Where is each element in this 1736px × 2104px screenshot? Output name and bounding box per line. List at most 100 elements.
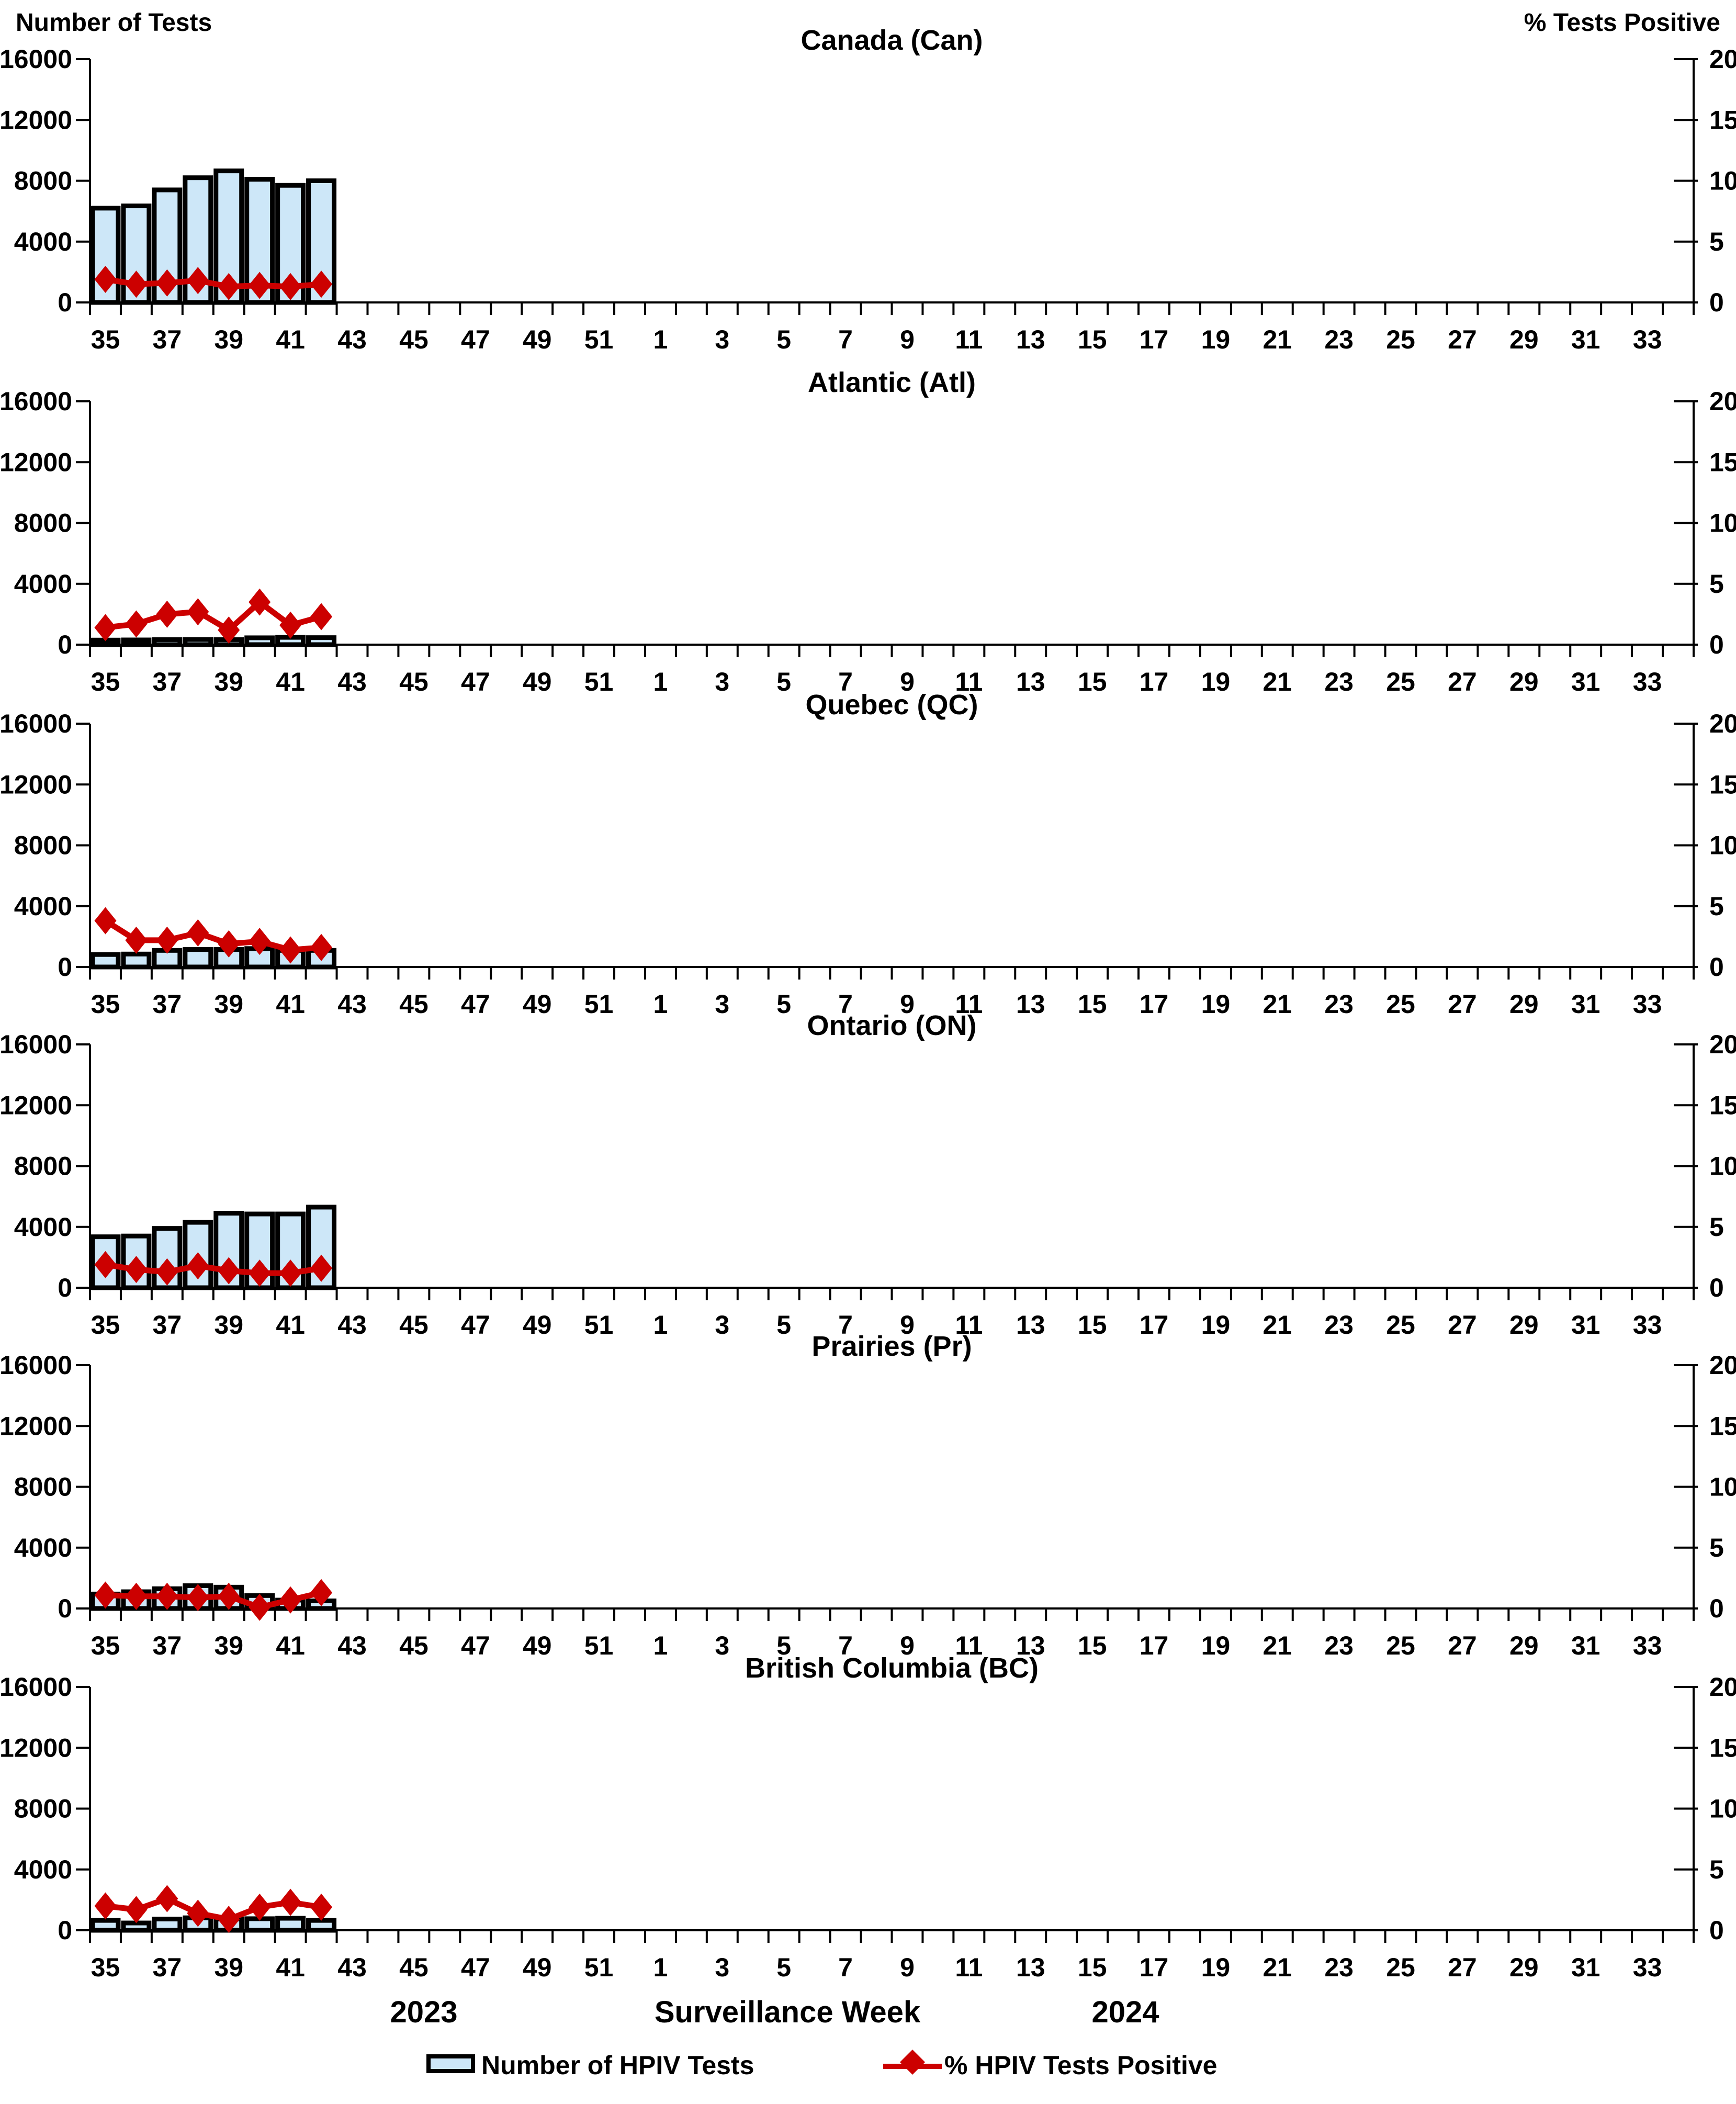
left-axis-tick-label: 8000 (14, 1152, 72, 1181)
x-axis-week-label: 17 (1140, 1631, 1169, 1660)
x-axis-week-label: 17 (1140, 1310, 1169, 1340)
bar-week-37 (152, 1916, 183, 1933)
panel-atlantic-atl-: Atlantic (Atl)04000800012000160000510152… (0, 367, 1736, 696)
x-axis-week-label: 3 (715, 1631, 729, 1660)
diamond-marker-week-39 (218, 1906, 240, 1933)
x-axis-week-label: 45 (399, 989, 429, 1019)
x-axis-week-label: 25 (1386, 325, 1415, 354)
x-axis-week-label: 9 (900, 1953, 915, 1982)
right-axis-tick-label: 0 (1709, 1594, 1724, 1623)
x-axis-week-label: 43 (337, 1953, 367, 1982)
x-axis-week-label: 31 (1571, 989, 1600, 1019)
x-axis-week-label: 5 (776, 1631, 791, 1660)
right-axis-tick-label: 10 (1709, 1152, 1736, 1181)
right-axis-tick-label: 15 (1709, 1090, 1736, 1120)
diamond-marker-week-39 (218, 616, 240, 644)
x-axis-week-label: 41 (276, 1631, 305, 1660)
x-axis-week-label: 33 (1633, 1631, 1662, 1660)
x-axis-week-label: 37 (153, 1310, 182, 1340)
x-axis-week-label: 29 (1509, 667, 1539, 696)
x-axis-week-label: 51 (584, 667, 614, 696)
x-axis-week-label: 39 (214, 989, 243, 1019)
x-axis-week-label: 15 (1078, 1631, 1107, 1660)
x-axis-week-label: 43 (337, 325, 367, 354)
x-axis-week-label: 9 (900, 325, 915, 354)
diamond-marker-week-37 (156, 1258, 178, 1286)
x-axis-week-label: 1 (653, 667, 668, 696)
x-axis-week-label: 5 (776, 989, 791, 1019)
diamond-marker-week-39 (218, 1582, 240, 1610)
right-axis-tick-label: 20 (1709, 387, 1736, 416)
left-axis-tick-label: 12000 (0, 1733, 72, 1762)
x-axis-week-label: 31 (1571, 1953, 1600, 1982)
x-axis-week-label: 1 (653, 1631, 668, 1660)
x-axis-week-label: 35 (91, 1631, 120, 1660)
left-axis-tick-label: 16000 (0, 1672, 72, 1702)
left-axis-tick-label: 0 (58, 1273, 72, 1302)
x-axis-week-label: 47 (461, 989, 490, 1019)
x-axis-week-label: 1 (653, 989, 668, 1019)
panel-prairies-pr-: Prairies (Pr)040008000120001600005101520… (0, 1331, 1736, 1660)
diamond-marker-week-39 (218, 1257, 240, 1285)
panel-canada-can-: Canada (Can)0400080001200016000051015203… (0, 25, 1736, 354)
x-axis-week-label: 21 (1262, 667, 1292, 696)
x-axis-week-label: 43 (337, 1310, 367, 1340)
right-axis-tick-label: 5 (1709, 1212, 1724, 1242)
left-axis-tick-label: 4000 (14, 1212, 72, 1242)
x-axis-week-label: 27 (1448, 1631, 1477, 1660)
right-axis-tick-label: 5 (1709, 569, 1724, 599)
x-axis-week-label: 7 (838, 325, 853, 354)
x-axis-week-label: 51 (584, 325, 614, 354)
x-axis-week-label: 45 (399, 1631, 429, 1660)
bar-week-39 (213, 1211, 244, 1290)
diamond-marker-week-39 (218, 930, 240, 958)
diamond-marker-week-41 (279, 1259, 302, 1287)
panel-british-columbia-bc-: British Columbia (BC) 0 4000 8000 12000 16000… (0, 1652, 1736, 1982)
bar-week-40 (244, 635, 275, 647)
panel-title: Quebec (QC) (805, 689, 978, 721)
right-axis-tick-label: 0 (1709, 288, 1724, 317)
diamond-marker-week-41 (279, 273, 302, 300)
x-axis-week-label: 17 (1140, 325, 1169, 354)
bar-week-37 (152, 637, 183, 647)
x-axis-week-label: 29 (1509, 1953, 1539, 1982)
panel-quebec-qc-: Quebec (QC)04000800012000160000510152035… (0, 689, 1736, 1019)
x-axis-week-label: 3 (715, 325, 729, 354)
x-axis-week-label: 21 (1262, 1310, 1292, 1340)
diamond-marker-week-38 (187, 598, 209, 626)
x-axis-week-label: 19 (1201, 325, 1231, 354)
left-axis-tick-label: 12000 (0, 105, 72, 134)
x-axis-week-label: 41 (276, 667, 305, 696)
x-axis-week-label: 39 (214, 325, 243, 354)
bar-week-36 (121, 1920, 152, 1933)
diamond-marker-week-37 (156, 926, 178, 954)
bar-week-36 (121, 637, 152, 647)
left-axis-tick-label: 4000 (14, 569, 72, 599)
x-axis-week-label: 13 (1016, 1310, 1045, 1340)
x-axis-week-label: 11 (955, 667, 983, 696)
x-axis-week-label: 23 (1324, 667, 1354, 696)
x-axis-week-label: 3 (715, 989, 729, 1019)
bar-week-38 (183, 637, 213, 647)
right-axis-tick-label: 20 (1709, 44, 1736, 74)
x-axis-week-label: 17 (1140, 1953, 1169, 1982)
x-axis-week-label: 15 (1078, 325, 1107, 354)
x-axis-week-label: 9 (900, 1631, 915, 1660)
x-axis-week-label: 31 (1571, 1310, 1600, 1340)
x-axis-week-label: 17 (1140, 667, 1169, 696)
diamond-marker-week-41 (279, 1888, 302, 1916)
x-axis-week-label: 19 (1201, 989, 1231, 1019)
left-axis-tick-label: 12000 (0, 1090, 72, 1120)
x-axis-week-label: 49 (523, 1631, 552, 1660)
left-axis-tick-label: 4000 (14, 892, 72, 921)
chart-panels-svg: Canada (Can)0400080001200016000051015203… (0, 25, 1736, 1982)
x-axis-week-label: 7 (838, 1953, 853, 1982)
x-axis-week-label: 33 (1633, 1310, 1662, 1340)
x-axis-week-label: 19 (1201, 667, 1231, 696)
diamond-marker-week-40 (249, 1893, 271, 1921)
x-axis-week-label: 39 (214, 1310, 243, 1340)
x-axis-week-label: 27 (1448, 989, 1477, 1019)
x-axis-week-label: 3 (715, 1953, 729, 1982)
left-axis-tick-label: 0 (58, 1594, 72, 1623)
left-axis-tick-label: 0 (58, 288, 72, 317)
